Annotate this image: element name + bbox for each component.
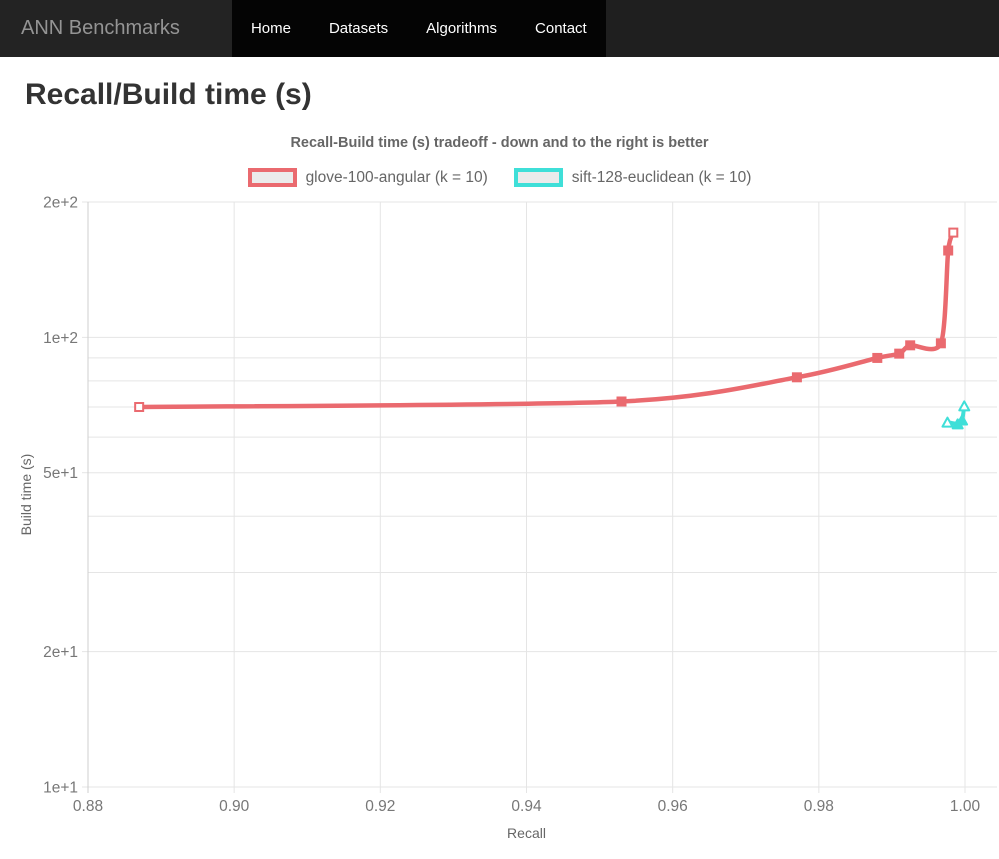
x-tick-label: 0.94 [511, 798, 542, 815]
nav-item-datasets[interactable]: Datasets [328, 20, 389, 37]
x-tick-label: 0.88 [73, 798, 103, 815]
legend-item-glove[interactable]: glove-100-angular (k = 10) [247, 168, 488, 187]
chart-legend: glove-100-angular (k = 10) sift-128-eucli… [0, 168, 999, 187]
data-point-marker[interactable] [956, 414, 969, 426]
legend-swatch-icon [513, 168, 563, 187]
nav-item-home[interactable]: Home [250, 20, 291, 37]
data-point-marker[interactable] [872, 352, 883, 363]
x-tick-label: 0.98 [804, 798, 834, 815]
x-tick-label: 0.96 [658, 798, 688, 815]
y-tick-label: 1e+1 [43, 780, 78, 797]
legend-label: sift-128-euclidean (k = 10) [571, 168, 752, 186]
page-title: Recall/Build time (s) [25, 78, 312, 111]
x-tick-label: 1.00 [950, 798, 981, 815]
legend-item-sift[interactable]: sift-128-euclidean (k = 10) [513, 168, 752, 187]
data-point-marker[interactable] [134, 402, 145, 413]
y-axis-title: Build time (s) [18, 454, 34, 536]
nav-item-contact[interactable]: Contact [535, 20, 587, 37]
data-point-marker[interactable] [941, 416, 954, 428]
data-point-marker[interactable] [791, 372, 802, 383]
y-tick-label: 2e+2 [43, 195, 78, 212]
data-point-marker[interactable] [948, 227, 959, 238]
nav-item-algorithms[interactable]: Algorithms [426, 20, 498, 37]
x-tick-label: 0.90 [219, 798, 250, 815]
brand[interactable]: ANN Benchmarks [0, 0, 232, 57]
y-tick-label: 2e+1 [43, 644, 78, 661]
data-point-marker[interactable] [943, 245, 954, 256]
x-axis-title: Recall [507, 825, 546, 841]
x-tick-label: 0.92 [365, 798, 395, 815]
legend-swatch-icon [247, 168, 297, 187]
plot-area[interactable]: 1e+1 2e+1 5e+1 1e+2 2e+2 0.88 0.90 0.92 0.94 0.96… [0, 190, 999, 859]
chart-title: Recall-Build time (s) tradeoff - down an… [290, 135, 709, 151]
data-point-marker[interactable] [958, 400, 971, 412]
data-point-marker[interactable] [935, 338, 946, 349]
legend-label: glove-100-angular (k = 10) [305, 168, 488, 186]
y-tick-label: 1e+2 [43, 330, 78, 347]
data-point-marker[interactable] [894, 348, 905, 359]
navbar: ANN Benchmarks Home Datasets Algorithms Con… [0, 0, 999, 57]
data-point-marker[interactable] [905, 340, 916, 351]
data-point-marker[interactable] [616, 396, 627, 407]
nav-links: Home Datasets Algorithms Contact [231, 0, 606, 57]
y-tick-label: 5e+1 [43, 465, 78, 482]
